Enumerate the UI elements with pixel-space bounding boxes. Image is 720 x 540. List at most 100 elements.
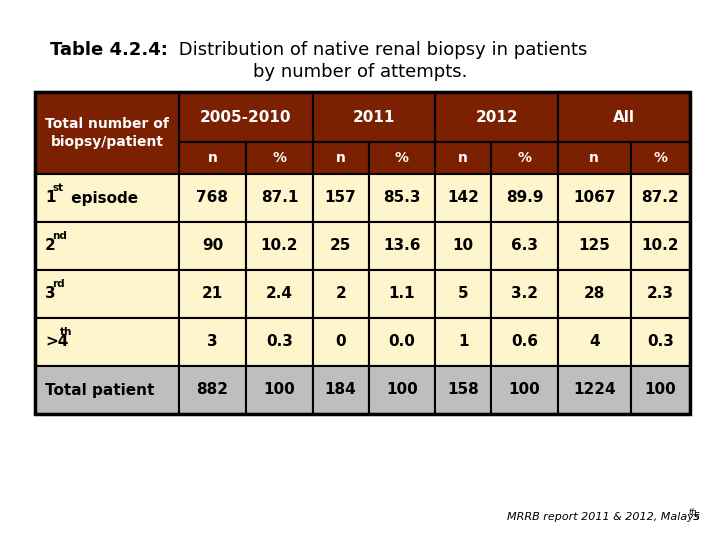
- Bar: [491, 174, 558, 222]
- Text: 5: 5: [693, 512, 700, 522]
- Text: 158: 158: [447, 382, 480, 397]
- Bar: [631, 270, 690, 318]
- Bar: [369, 142, 436, 174]
- Text: 768: 768: [197, 191, 228, 206]
- Text: Total patient: Total patient: [45, 382, 154, 397]
- Bar: [436, 270, 491, 318]
- Bar: [312, 222, 369, 270]
- Bar: [491, 270, 558, 318]
- Text: th: th: [60, 327, 73, 338]
- Text: 1224: 1224: [573, 382, 616, 397]
- Text: n: n: [207, 151, 217, 165]
- Text: 2: 2: [336, 287, 346, 301]
- Bar: [558, 270, 631, 318]
- Text: 10.2: 10.2: [261, 239, 298, 253]
- Bar: [369, 366, 436, 414]
- Bar: [246, 318, 312, 366]
- Text: Table 4.2.4:: Table 4.2.4:: [50, 41, 168, 59]
- Text: 13.6: 13.6: [383, 239, 420, 253]
- Text: 5: 5: [458, 287, 469, 301]
- Text: 2: 2: [45, 239, 55, 253]
- Text: th: th: [688, 508, 697, 517]
- Bar: [558, 318, 631, 366]
- Bar: [312, 142, 369, 174]
- Bar: [369, 222, 436, 270]
- Text: 100: 100: [509, 382, 541, 397]
- Bar: [491, 142, 558, 174]
- Text: %: %: [272, 151, 287, 165]
- Text: 28: 28: [584, 287, 605, 301]
- Text: 3.2: 3.2: [511, 287, 538, 301]
- Bar: [558, 366, 631, 414]
- Text: %: %: [653, 151, 667, 165]
- Text: st: st: [53, 184, 63, 193]
- Text: 21: 21: [202, 287, 223, 301]
- Text: 2.4: 2.4: [266, 287, 293, 301]
- Text: 0.0: 0.0: [389, 334, 415, 349]
- Bar: [558, 222, 631, 270]
- Text: 0.3: 0.3: [266, 334, 293, 349]
- Bar: [35, 174, 179, 222]
- Text: 125: 125: [578, 239, 611, 253]
- Bar: [179, 270, 246, 318]
- Bar: [179, 318, 246, 366]
- Bar: [436, 174, 491, 222]
- Bar: [35, 222, 179, 270]
- Bar: [35, 270, 179, 318]
- Text: 4: 4: [589, 334, 600, 349]
- Bar: [312, 366, 369, 414]
- Bar: [179, 142, 246, 174]
- Text: 89.9: 89.9: [506, 191, 544, 206]
- Text: 87.2: 87.2: [642, 191, 679, 206]
- Bar: [312, 318, 369, 366]
- Text: n: n: [336, 151, 346, 165]
- Text: nd: nd: [53, 232, 68, 241]
- Bar: [436, 222, 491, 270]
- Text: 25: 25: [330, 239, 351, 253]
- Text: 2005-2010: 2005-2010: [200, 110, 292, 125]
- Text: 1: 1: [45, 191, 55, 206]
- Bar: [436, 366, 491, 414]
- Text: MRRB report 2011 & 2012, Malays: MRRB report 2011 & 2012, Malays: [487, 512, 700, 522]
- Bar: [558, 142, 631, 174]
- Text: 2011: 2011: [353, 110, 395, 125]
- Text: 184: 184: [325, 382, 356, 397]
- Text: 87.1: 87.1: [261, 191, 298, 206]
- Text: 10.2: 10.2: [642, 239, 679, 253]
- Text: 3: 3: [207, 334, 217, 349]
- Text: n: n: [459, 151, 468, 165]
- Bar: [246, 174, 312, 222]
- Bar: [312, 174, 369, 222]
- Bar: [312, 92, 436, 142]
- Text: 90: 90: [202, 239, 223, 253]
- Bar: [246, 270, 312, 318]
- Bar: [558, 92, 690, 142]
- Bar: [631, 142, 690, 174]
- Bar: [35, 92, 179, 174]
- Bar: [436, 92, 558, 142]
- Bar: [631, 366, 690, 414]
- Bar: [35, 366, 179, 414]
- Text: 142: 142: [447, 191, 480, 206]
- Text: 1067: 1067: [573, 191, 616, 206]
- Text: 0.3: 0.3: [647, 334, 674, 349]
- Bar: [312, 270, 369, 318]
- Text: Total number of
biopsy/patient: Total number of biopsy/patient: [45, 117, 169, 149]
- Bar: [35, 92, 690, 414]
- Text: episode: episode: [66, 191, 138, 206]
- Bar: [179, 92, 312, 142]
- Text: 0.6: 0.6: [511, 334, 538, 349]
- Bar: [369, 270, 436, 318]
- Text: 2.3: 2.3: [647, 287, 674, 301]
- Text: 100: 100: [386, 382, 418, 397]
- Text: 0: 0: [336, 334, 346, 349]
- Text: 6.3: 6.3: [511, 239, 538, 253]
- Text: 882: 882: [197, 382, 228, 397]
- Text: 100: 100: [644, 382, 676, 397]
- Bar: [179, 174, 246, 222]
- Bar: [246, 366, 312, 414]
- Bar: [246, 222, 312, 270]
- Text: 1.1: 1.1: [389, 287, 415, 301]
- Text: n: n: [590, 151, 599, 165]
- Text: >4: >4: [45, 334, 68, 349]
